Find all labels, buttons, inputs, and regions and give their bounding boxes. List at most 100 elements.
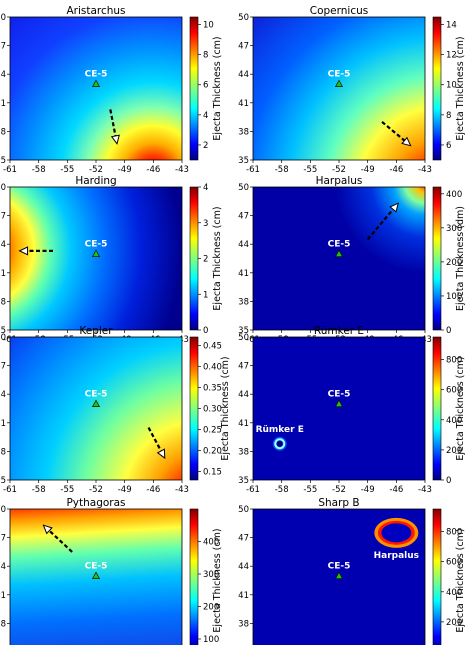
ce5-marker [334, 249, 344, 258]
panel-title: Kepler [79, 325, 113, 337]
colorbar [189, 16, 199, 161]
y-tick-label: 41 [238, 269, 249, 279]
direction-arrow-head [42, 524, 53, 535]
plot-frame [252, 508, 426, 649]
x-tick-label: -61 [3, 165, 17, 175]
x-tick-label: -46 [389, 485, 403, 495]
colorbar-tick-label: 400 [446, 416, 462, 426]
panel-title: Aristarchus [66, 5, 125, 17]
y-tick-label: 41 [0, 269, 6, 279]
colorbar-tick-label: 100 [446, 292, 462, 302]
ce5-marker [91, 249, 101, 258]
colorbar-label: Ejecta Thickness (cm) [455, 356, 466, 460]
x-tick-label: -61 [246, 165, 260, 175]
direction-arrow-head [401, 136, 412, 147]
colorbar-tick-label: 2 [203, 141, 208, 151]
ce5-marker [334, 79, 344, 88]
heatmap [253, 187, 425, 330]
colorbar [432, 508, 442, 649]
y-tick-label: 38 [238, 127, 249, 137]
x-tick-label: -46 [146, 165, 160, 175]
y-tick-label: 44 [238, 390, 249, 400]
crater-label: Rümker E [256, 425, 304, 435]
x-tick-label: -58 [275, 485, 289, 495]
ce5-marker [91, 571, 101, 580]
colorbar-tick-label: 8 [203, 51, 208, 61]
x-tick-label: -52 [332, 165, 346, 175]
colorbar-tick-label: 0.15 [203, 468, 222, 478]
colorbar-tick-label: 10 [203, 21, 214, 31]
y-tick-label: 50 [238, 13, 249, 23]
x-tick-label: -55 [303, 485, 317, 495]
colorbar-tick-label: 0.25 [203, 426, 222, 436]
colorbar-label: Ejecta Thickness (cm) [212, 528, 223, 632]
y-tick-label: 50 [238, 183, 249, 193]
y-tick-label: 47 [238, 362, 249, 372]
heatmap [253, 337, 425, 480]
y-tick-label: 47 [0, 534, 6, 544]
y-tick-label: 41 [238, 99, 249, 109]
y-tick-label: 38 [238, 447, 249, 457]
y-tick-label: 50 [0, 183, 6, 193]
colorbar-tick-label: 400 [446, 588, 462, 598]
colorbar-tick-label: 800 [446, 528, 462, 538]
colorbar-tick-label: 1 [203, 290, 208, 300]
colorbar-tick-label: 14 [446, 21, 457, 31]
colorbar-tick-label: 300 [203, 570, 219, 580]
colorbar-tick-label: 600 [446, 558, 462, 568]
direction-arrow-shaft [366, 208, 394, 241]
x-tick-label: -43 [418, 165, 432, 175]
y-tick-label: 38 [0, 447, 6, 457]
ce5-marker [334, 399, 344, 408]
colorbar-tick-label: 200 [446, 618, 462, 628]
panel-harpalus: Harpalus-61-58-55-52-49-46-4350474441383… [238, 175, 466, 345]
colorbar [432, 16, 442, 161]
crater-interior [381, 523, 412, 543]
colorbar-tick-label: 100 [203, 635, 219, 645]
y-tick-label: 47 [238, 534, 249, 544]
y-tick-label: 41 [0, 99, 6, 109]
colorbar-tick-label: 200 [203, 603, 219, 613]
ce5-marker [91, 79, 101, 88]
direction-arrow-head [156, 448, 166, 460]
direction-arrow-head [389, 202, 399, 213]
x-tick-label: -58 [32, 165, 46, 175]
y-tick-label: 44 [238, 70, 249, 80]
colorbar [189, 508, 199, 649]
colorbar-tick-label: 2 [203, 255, 208, 265]
heatmap [253, 17, 425, 160]
x-tick-label: -55 [60, 165, 74, 175]
colorbar-tick-label: 0.45 [203, 341, 222, 351]
panel-title: Harding [75, 175, 116, 187]
x-tick-label: -61 [3, 485, 17, 495]
direction-arrow-head [18, 246, 29, 256]
ce5-label: CE-5 [85, 240, 108, 250]
colorbar-tick-label: 200 [446, 258, 462, 268]
y-tick-label: 35 [0, 156, 6, 166]
y-tick-label: 47 [0, 212, 6, 222]
heatmap [10, 337, 182, 480]
y-tick-label: 35 [238, 326, 249, 336]
panel-harding: Harding-61-58-55-52-49-46-43504744413835… [0, 175, 223, 345]
heatmap [10, 187, 182, 330]
y-tick-label: 47 [0, 42, 6, 52]
ce5-marker [91, 399, 101, 408]
panel-title: Sharp B [318, 497, 359, 509]
panel-aristarchus: Aristarchus-61-58-55-52-49-46-4350474441… [0, 5, 223, 175]
colorbar-label: Ejecta Thickness (cm) [220, 356, 231, 460]
ce5-label: CE-5 [328, 240, 351, 250]
crater-ring [274, 438, 286, 450]
y-tick-label: 38 [0, 297, 6, 307]
colorbar-tick-label: 6 [203, 81, 208, 91]
colorbar [432, 186, 442, 331]
colorbar-tick-label: 200 [446, 446, 462, 456]
ce5-label: CE-5 [85, 70, 108, 80]
colorbar-tick-label: 400 [203, 538, 219, 548]
x-tick-label: -49 [118, 485, 132, 495]
colorbar-tick-label: 3 [203, 219, 208, 229]
colorbar-tick-label: 0 [203, 326, 208, 336]
x-tick-label: -52 [89, 485, 103, 495]
y-tick-label: 44 [238, 562, 249, 572]
